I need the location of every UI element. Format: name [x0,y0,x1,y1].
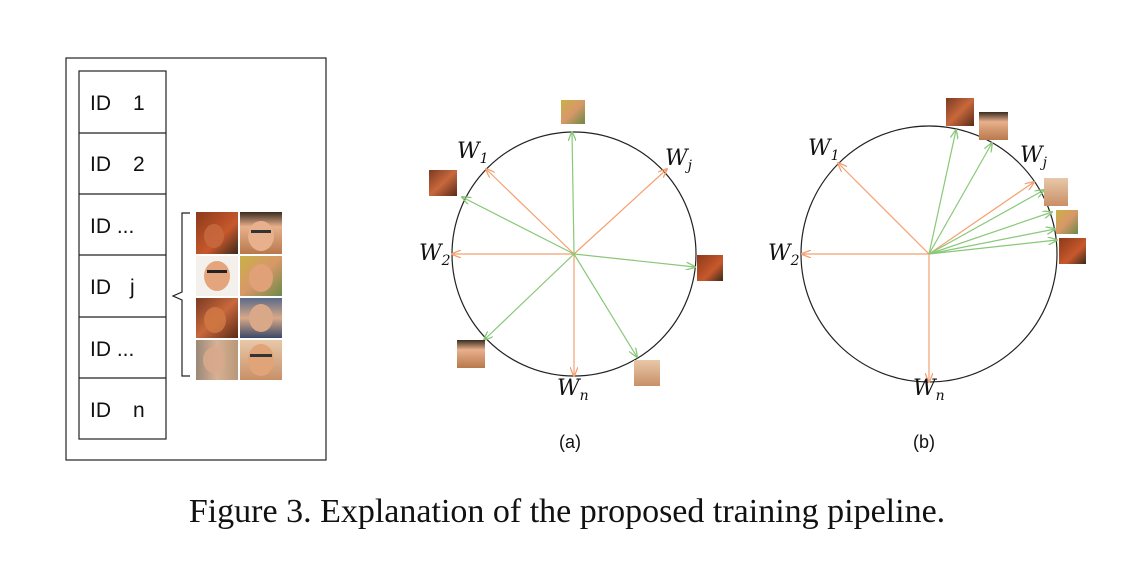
label-w2-b: W2 [768,241,800,269]
label-w1-b: W1 [808,136,840,164]
face-thumbnail [196,340,238,380]
face-thumbnail [1044,178,1068,206]
feature-vector [928,130,956,255]
face-thumbnail [429,170,457,196]
feature-vector [572,132,574,255]
face-thumbnail [196,212,238,254]
face-thumbnail [240,340,282,380]
weight-vector-w1 [838,163,930,255]
face-thumbnail [979,112,1008,140]
label-w1-a: W1 [457,139,489,167]
face-grid [196,212,282,380]
brace [171,212,190,377]
face-thumbnail [1056,210,1078,234]
panel-b: W1 Wj W2 Wn (b) [768,98,1086,452]
label-wj-a: Wj [665,146,693,174]
id-row-5-label: ID ... [90,338,134,361]
id-row-2-label: ID [90,153,111,176]
id-row-2-value: 2 [133,153,145,176]
feature-vector [573,253,695,267]
face-thumbnail [240,298,282,338]
weight-vector-w1 [486,169,575,255]
id-row-1-label: ID [90,92,111,115]
feature-vector [928,143,992,255]
feature-vector [928,190,1044,255]
id-row-6-value: n [133,399,145,422]
face-thumbnail [240,256,282,296]
id-row-3-label: ID ... [90,215,134,238]
figure-caption: Figure 3. Explanation of the proposed tr… [189,493,945,530]
face-thumbnail [634,360,660,386]
id-row-6-label: ID [90,399,111,422]
feature-vector [462,197,575,255]
id-row-4-label: ID [90,276,111,299]
panel-b-label: (b) [913,432,935,452]
feature-vector [928,229,1055,255]
id-row-4-value: j [129,276,135,299]
face-thumbnail [196,298,238,338]
face-thumbnail [240,212,282,254]
weight-vector-wj [573,169,667,255]
face-thumbnail [196,256,238,296]
feature-vector [928,240,1057,255]
id-row-1-value: 1 [133,92,145,115]
face-thumbnail [697,255,723,281]
feature-vector [573,253,637,357]
label-w2-a: W2 [419,241,451,269]
face-thumbnail [1059,238,1086,264]
feature-vector [484,253,575,340]
label-wj-b: Wj [1020,143,1048,171]
id-table-panel: ID 1 ID 2 ID ... ID j ID ... ID n [65,57,327,461]
face-thumbnail [561,100,585,124]
face-thumbnail [457,340,485,368]
face-thumbnail [946,98,974,126]
panel-a-label: (a) [559,432,581,452]
weight-vector-wj [928,182,1034,255]
label-wn-a: Wn [557,376,589,404]
panel-a: W1 Wj W2 Wn (a) [419,100,723,452]
label-wn-b: Wn [913,376,945,404]
outer-frame [65,57,327,461]
feature-vector [928,212,1052,255]
